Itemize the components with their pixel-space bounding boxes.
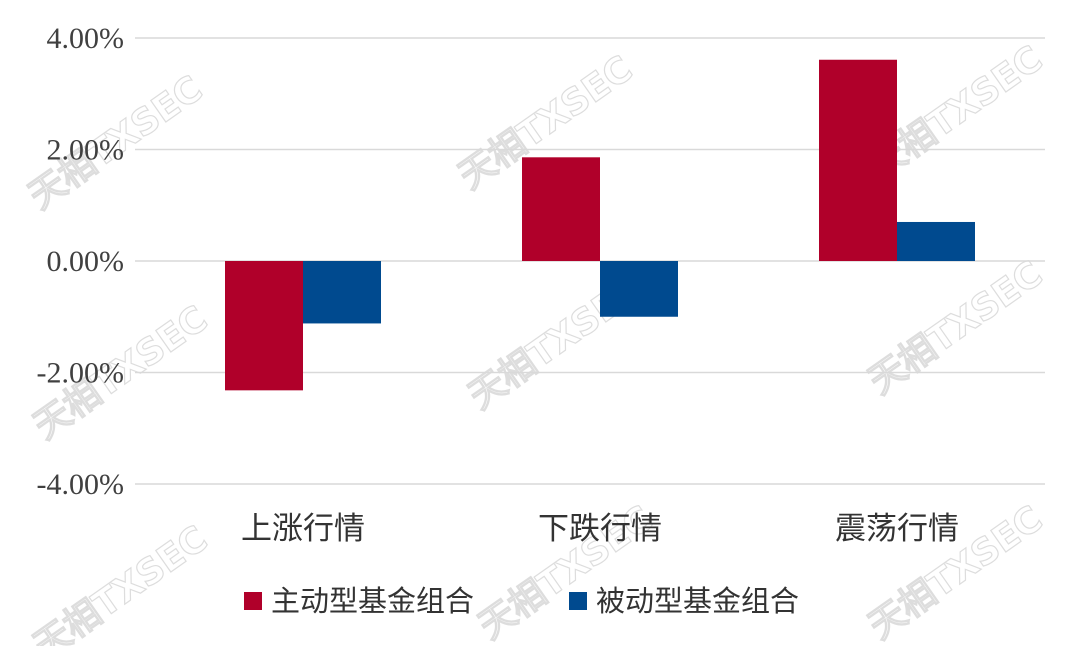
bar <box>819 59 897 262</box>
y-axis-tick-labels: 4.00% 2.00% 0.00% -2.00% -4.00% <box>37 22 124 501</box>
legend-swatch <box>244 592 262 610</box>
x-category-label: 上涨行情 <box>241 511 365 547</box>
y-tick-label: 0.00% <box>47 245 125 278</box>
bar <box>225 261 303 391</box>
legend-label: 主动型基金组合 <box>271 584 474 618</box>
watermark-text: 天相TXSEC <box>862 253 1050 402</box>
x-category-label: 震荡行情 <box>835 511 959 547</box>
legend-label: 被动型基金组合 <box>596 584 799 618</box>
y-tick-label: -4.00% <box>37 468 124 501</box>
legend: 主动型基金组合 被动型基金组合 <box>244 584 799 618</box>
y-tick-label: 4.00% <box>47 22 125 55</box>
x-category-label: 下跌行情 <box>538 511 662 547</box>
y-tick-label: 2.00% <box>47 134 125 167</box>
y-tick-label: -2.00% <box>37 357 124 390</box>
x-axis-category-labels: 上涨行情 下跌行情 震荡行情 <box>241 511 959 547</box>
bar <box>303 261 381 324</box>
legend-swatch <box>569 592 587 610</box>
watermark-text: 天相TXSEC <box>27 518 215 646</box>
bar <box>600 261 678 317</box>
bars <box>225 59 975 391</box>
bar <box>897 221 975 261</box>
bar <box>522 157 600 261</box>
